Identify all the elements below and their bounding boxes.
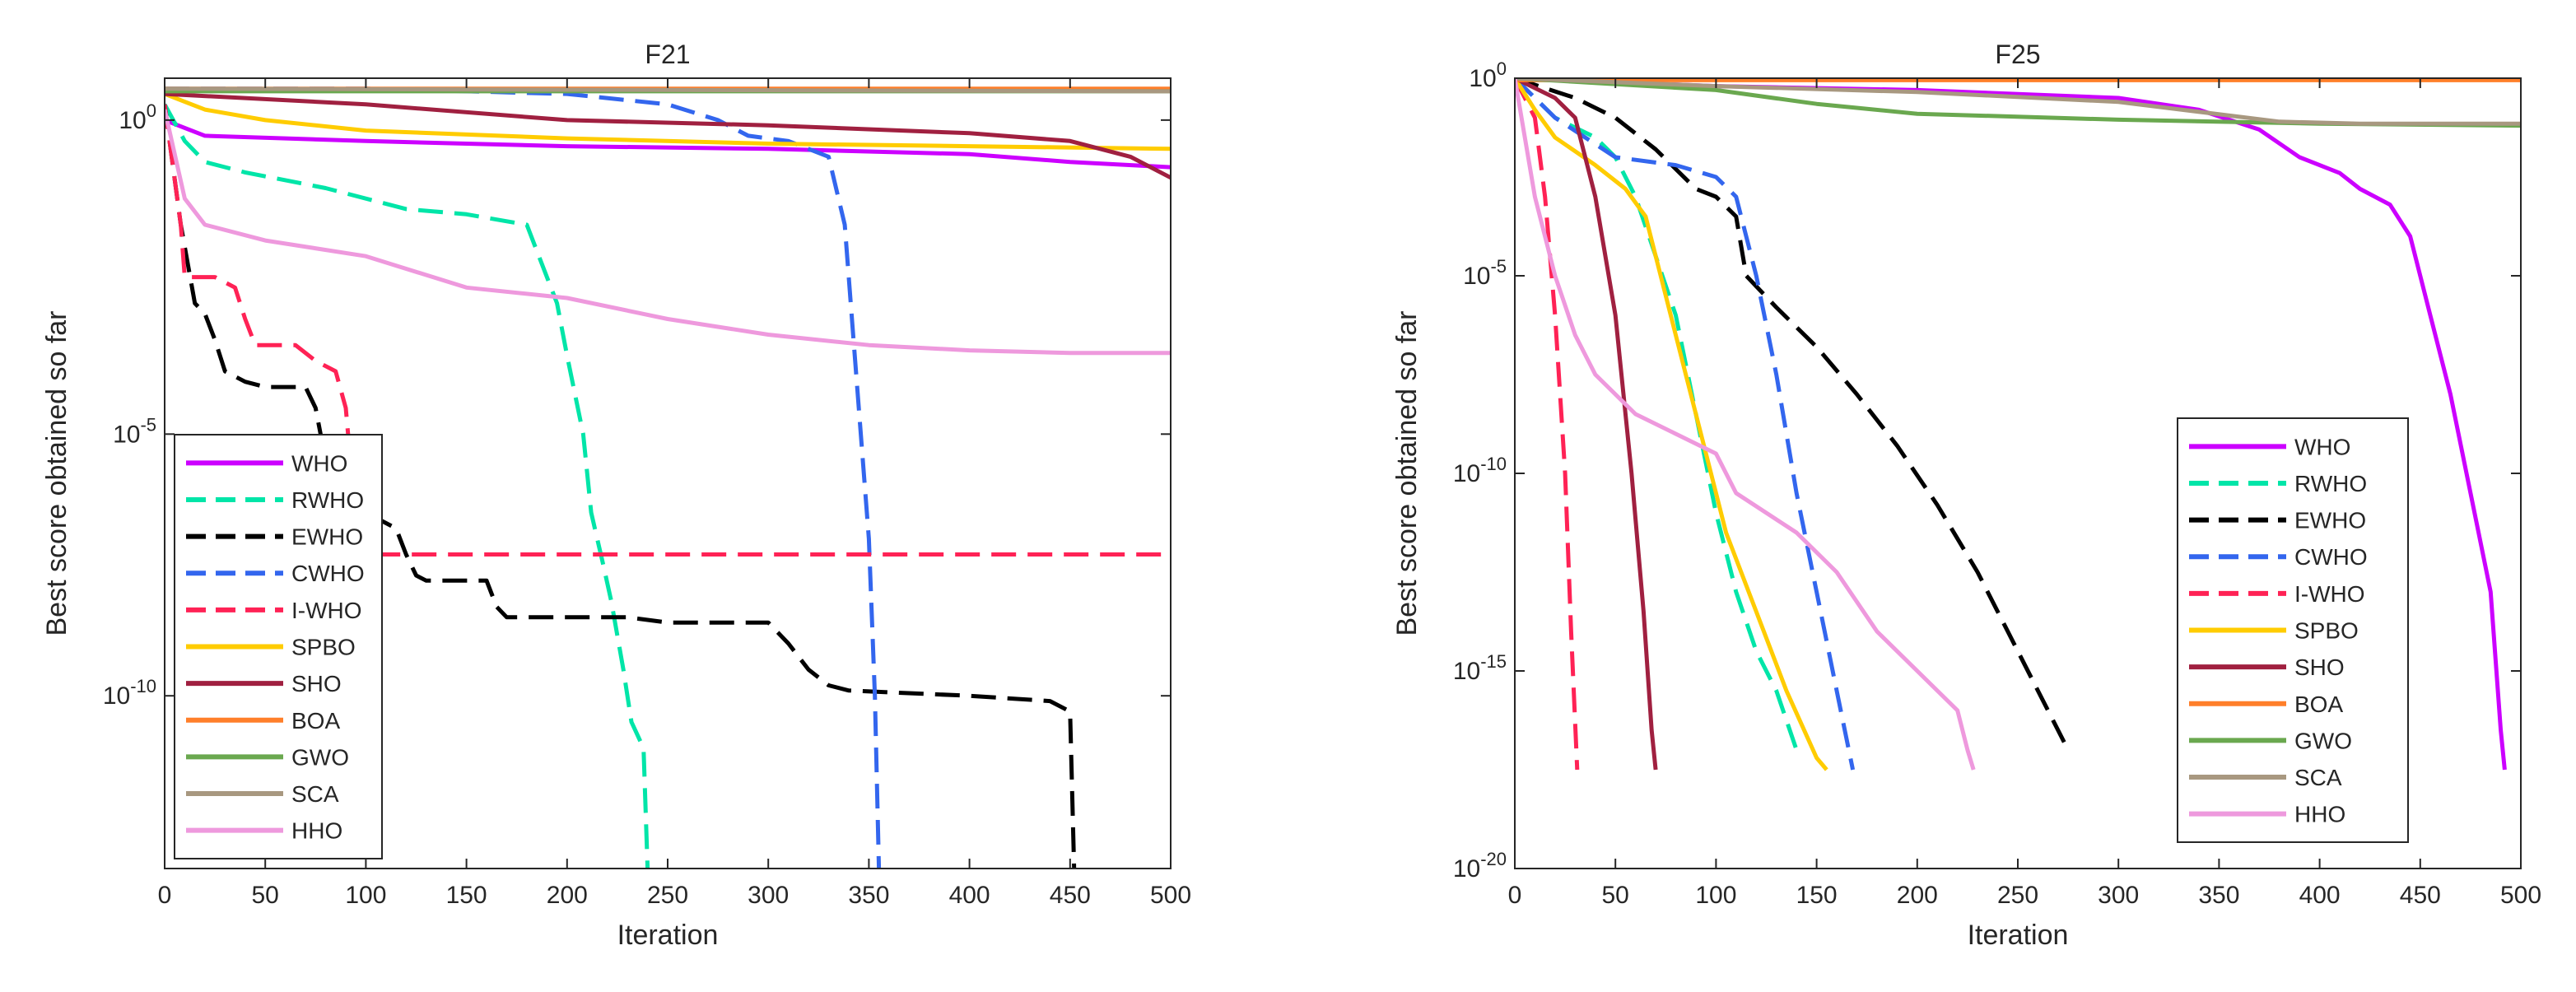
x-tick-label: 300 <box>748 882 789 909</box>
x-tick-label: 350 <box>848 882 889 909</box>
legend-label-boa: BOA <box>2294 692 2343 717</box>
x-tick-label: 150 <box>1796 882 1838 909</box>
x-tick-label: 250 <box>1997 882 2038 909</box>
series-group <box>1515 78 2521 771</box>
legend-label-ewho: EWHO <box>291 524 363 550</box>
x-tick-label: 50 <box>1602 882 1629 909</box>
legend-label-rwho: RWHO <box>291 487 364 513</box>
y-tick-label: 10-15 <box>1453 651 1507 685</box>
y-axis-label: Best score obtained so far <box>1391 310 1423 636</box>
legend-label-who: WHO <box>291 450 347 476</box>
legend-label-i-who: I-WHO <box>291 598 362 623</box>
legend-label-sca: SCA <box>2294 765 2342 790</box>
legend-label-hho: HHO <box>291 818 342 844</box>
x-tick-label: 200 <box>1897 882 1938 909</box>
series-line-rwho <box>165 103 650 869</box>
chart-f21: 0 50 100 150 200 250 300 350 400 450 500 100 10-5 10-… <box>41 40 1191 951</box>
x-axis-label: Iteration <box>617 920 719 951</box>
legend-label-gwo: GWO <box>2294 728 2352 753</box>
legend-label-cwho: CWHO <box>2294 544 2368 570</box>
x-tick-label: 400 <box>949 882 990 909</box>
series-line-spbo <box>1515 78 1828 771</box>
series-line-hho <box>165 109 1171 356</box>
series-line-who <box>1515 78 2507 771</box>
series-line-i-who <box>1515 78 1580 771</box>
y-tick-label: 10-10 <box>1453 454 1507 487</box>
x-tick-label: 450 <box>1050 882 1091 909</box>
legend-label-spbo: SPBO <box>2294 618 2359 644</box>
x-tick-label: 450 <box>2400 882 2441 909</box>
series-line-sho <box>165 91 1171 180</box>
chart-title: F21 <box>645 40 690 69</box>
x-tick-label: 0 <box>158 882 172 909</box>
legend: WHO RWHO EWHO CWHO I-WHO SPBO SHO BOA GWO SCA HHO <box>2177 417 2409 843</box>
chart-f25: 0 50 100 150 200 250 300 350 400 450 500 100 10-5 10-… <box>1391 40 2541 951</box>
series-line-hho <box>1515 78 1976 771</box>
y-tick-label: 10-20 <box>1453 849 1507 883</box>
legend-label-sca: SCA <box>291 781 339 807</box>
series-line-rwho <box>1515 78 1799 751</box>
y-tick-label: 10-5 <box>1463 256 1507 290</box>
legend-label-rwho: RWHO <box>2294 471 2367 496</box>
x-tick-label: 0 <box>1508 882 1522 909</box>
legend-label-sho: SHO <box>2294 654 2345 680</box>
y-tick-label: 10-10 <box>103 676 156 710</box>
legend: WHO RWHO EWHO CWHO I-WHO SPBO SHO BOA GWO SCA HHO <box>174 434 383 859</box>
legend-label-ewho: EWHO <box>2294 508 2366 533</box>
series-line-sca <box>165 86 1171 94</box>
legend-label-cwho: CWHO <box>291 561 365 586</box>
legend-label-who: WHO <box>2294 434 2350 459</box>
series-line-cwho <box>165 86 882 869</box>
series-line-spbo <box>165 91 1171 151</box>
legend-label-spbo: SPBO <box>291 635 356 660</box>
legend-label-hho: HHO <box>2294 802 2345 827</box>
series-line-sho <box>1515 78 1658 771</box>
legend-label-sho: SHO <box>291 671 342 696</box>
series-line-who <box>165 118 1171 170</box>
chart-title: F25 <box>1995 40 2040 69</box>
legend-label-boa: BOA <box>291 708 340 734</box>
x-tick-label: 100 <box>345 882 386 909</box>
legend-label-gwo: GWO <box>291 744 349 770</box>
y-tick-label: 10-5 <box>113 414 156 448</box>
series-line-cwho <box>1515 78 1856 771</box>
x-tick-label: 150 <box>446 882 487 909</box>
y-axis-label: Best score obtained so far <box>41 310 72 636</box>
x-tick-label: 50 <box>252 882 279 909</box>
x-tick-label: 100 <box>1695 882 1736 909</box>
x-tick-label: 200 <box>547 882 588 909</box>
x-axis-label: Iteration <box>1968 920 2069 951</box>
x-tick-label: 400 <box>2299 882 2341 909</box>
legend-label-i-who: I-WHO <box>2294 581 2365 607</box>
y-tick-label: 100 <box>119 100 156 134</box>
x-tick-label: 500 <box>2500 882 2541 909</box>
y-tick-label: 100 <box>1469 58 1507 92</box>
x-tick-label: 250 <box>647 882 688 909</box>
series-line-ewho <box>1515 78 2071 752</box>
x-tick-label: 500 <box>1150 882 1191 909</box>
x-tick-label: 350 <box>2198 882 2239 909</box>
x-tick-label: 300 <box>2098 882 2139 909</box>
